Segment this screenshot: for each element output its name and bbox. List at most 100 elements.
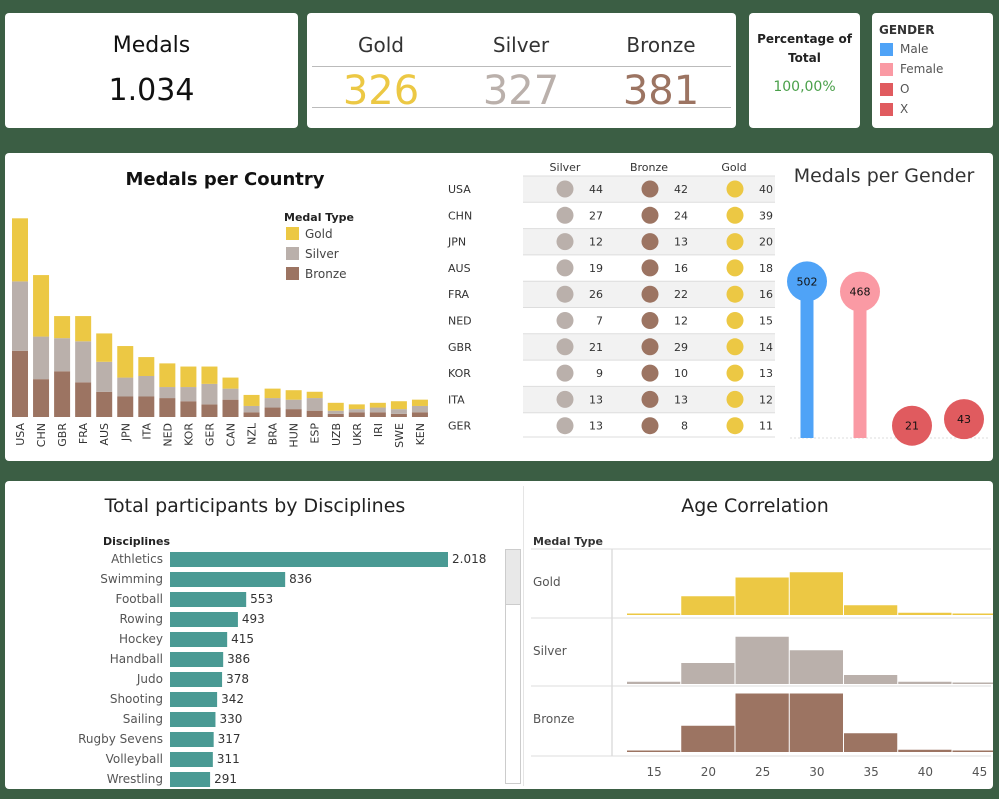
bar-nzl-gold[interactable] — [243, 394, 260, 406]
bar-kor-bronze[interactable] — [180, 401, 197, 417]
bar-jpn-gold[interactable] — [117, 346, 134, 378]
bar-ken-bronze[interactable] — [411, 412, 428, 417]
bar-fra-silver[interactable] — [75, 341, 92, 383]
legend-label-gold[interactable]: Gold — [305, 227, 333, 241]
table-row[interactable]: USA 44 42 40 — [448, 175, 775, 202]
table-row[interactable]: ITA 13 13 12 — [448, 385, 775, 413]
bar-gbr-gold[interactable] — [54, 316, 71, 339]
gender-legend-item-female[interactable]: Female — [880, 61, 943, 77]
x-tick-label: UZB — [330, 423, 343, 446]
discipline-row[interactable]: Rugby Sevens 317 — [78, 732, 241, 747]
bar-ger-bronze[interactable] — [201, 404, 218, 417]
bar-can-gold[interactable] — [222, 377, 239, 389]
bar-chn-bronze[interactable] — [33, 379, 50, 417]
bar-nzl-bronze[interactable] — [243, 412, 260, 417]
bar-hun-silver[interactable] — [285, 399, 302, 410]
histogram-silver[interactable]: Silver — [531, 617, 993, 684]
discipline-row[interactable]: Sailing 330 — [123, 712, 243, 727]
bar-iri-bronze[interactable] — [369, 412, 386, 417]
table-row[interactable]: FRA 26 22 16 — [448, 280, 775, 308]
bar-jpn-silver[interactable] — [117, 377, 134, 397]
bar-uzb-silver[interactable] — [327, 410, 344, 414]
bar-chn-silver[interactable] — [33, 336, 50, 380]
bar-ukr-silver[interactable] — [348, 409, 365, 413]
discipline-row[interactable]: Shooting 342 — [110, 692, 244, 707]
bar-ita-silver[interactable] — [138, 376, 155, 397]
table-row[interactable]: CHN 27 24 39 — [448, 201, 775, 224]
bar-ned-silver[interactable] — [159, 387, 176, 399]
legend-label-silver[interactable]: Silver — [305, 247, 339, 261]
dot-silver — [556, 233, 574, 251]
bar-uzb-gold[interactable] — [327, 402, 344, 411]
discipline-row[interactable]: Hockey 415 — [119, 632, 254, 647]
discipline-row[interactable]: Rowing 493 — [119, 612, 265, 627]
bar-fra-bronze[interactable] — [75, 382, 92, 417]
bar-swe-silver[interactable] — [390, 409, 407, 414]
scrollbar-thumb[interactable] — [506, 550, 520, 605]
lollipop-male[interactable]: 502 — [787, 261, 827, 438]
bar-aus-silver[interactable] — [96, 361, 113, 392]
discipline-row[interactable]: Football 553 — [115, 592, 273, 607]
gender-legend-item-male[interactable]: Male — [880, 41, 928, 57]
bar-kor-gold[interactable] — [180, 366, 197, 388]
legend-label-bronze[interactable]: Bronze — [305, 267, 347, 281]
bar-can-silver[interactable] — [222, 388, 239, 400]
lollipop-female[interactable]: 468 — [840, 271, 880, 438]
bar-ukr-bronze[interactable] — [348, 412, 365, 417]
bar-chn-gold[interactable] — [33, 275, 50, 337]
bar-can-bronze[interactable] — [222, 399, 239, 417]
bar-uzb-bronze[interactable] — [327, 413, 344, 417]
bar-kor-silver[interactable] — [180, 387, 197, 402]
bar-ita-bronze[interactable] — [138, 396, 155, 418]
bar-fra-gold[interactable] — [75, 316, 92, 342]
bar-ned-gold[interactable] — [159, 363, 176, 388]
bar-jpn-bronze[interactable] — [117, 396, 134, 418]
bar-esp-gold[interactable] — [306, 391, 323, 399]
bar-iri-gold[interactable] — [369, 402, 386, 408]
lollipop-x[interactable]: 43 — [944, 399, 984, 440]
discipline-row[interactable]: Judo 378 — [136, 672, 249, 687]
bar-ukr-gold[interactable] — [348, 404, 365, 410]
bar-usa-silver[interactable] — [12, 281, 28, 351]
table-row[interactable]: GBR 21 29 14 — [448, 333, 775, 360]
bar-bra-bronze[interactable] — [264, 407, 281, 417]
histogram-bronze[interactable]: Bronze — [531, 685, 993, 752]
bar-aus-bronze[interactable] — [96, 391, 113, 417]
bar-usa-bronze[interactable] — [12, 350, 28, 417]
bar-gbr-silver[interactable] — [54, 338, 71, 372]
gender-legend-item-o[interactable]: O — [880, 81, 909, 97]
bar-aus-gold[interactable] — [96, 333, 113, 362]
bar-hun-bronze[interactable] — [285, 409, 302, 417]
bar-ned-bronze[interactable] — [159, 398, 176, 417]
bar-esp-silver[interactable] — [306, 398, 323, 411]
scrollbar[interactable] — [505, 549, 521, 784]
bar-ita-gold[interactable] — [138, 357, 155, 376]
gender-legend-item-x[interactable]: X — [880, 101, 908, 117]
bar-bra-silver[interactable] — [264, 398, 281, 408]
table-row[interactable]: NED 7 12 15 — [448, 307, 775, 330]
table-row[interactable]: JPN 12 13 20 — [447, 228, 775, 255]
discipline-row[interactable]: Wrestling 291 — [107, 772, 237, 787]
bar-nzl-silver[interactable] — [243, 405, 260, 413]
histogram-gold[interactable]: Gold — [531, 548, 993, 615]
bar-ken-silver[interactable] — [411, 405, 428, 413]
bar-esp-bronze[interactable] — [306, 410, 323, 417]
bar-gbr-bronze[interactable] — [54, 371, 71, 417]
lollipop-o[interactable]: 21 — [892, 405, 932, 446]
discipline-row[interactable]: Handball 386 — [110, 652, 250, 667]
bar-iri-silver[interactable] — [369, 407, 386, 413]
discipline-row[interactable]: Swimming 836 — [100, 572, 312, 587]
bar-swe-gold[interactable] — [390, 401, 407, 410]
table-row[interactable]: AUS 19 16 18 — [448, 254, 775, 277]
bar-bra-gold[interactable] — [264, 388, 281, 399]
discipline-row[interactable]: Athletics 2.018 — [111, 552, 486, 567]
discipline-row[interactable]: Volleyball 311 — [106, 752, 240, 767]
table-row[interactable]: KOR 9 10 13 — [448, 359, 775, 382]
bar-ken-gold[interactable] — [411, 399, 428, 406]
bar-ger-gold[interactable] — [201, 366, 218, 384]
bar-swe-bronze[interactable] — [390, 413, 407, 417]
table-row[interactable]: GER 13 8 11 — [448, 412, 775, 435]
bar-ger-silver[interactable] — [201, 383, 218, 405]
bar-usa-gold[interactable] — [12, 218, 28, 282]
bar-hun-gold[interactable] — [285, 390, 302, 400]
